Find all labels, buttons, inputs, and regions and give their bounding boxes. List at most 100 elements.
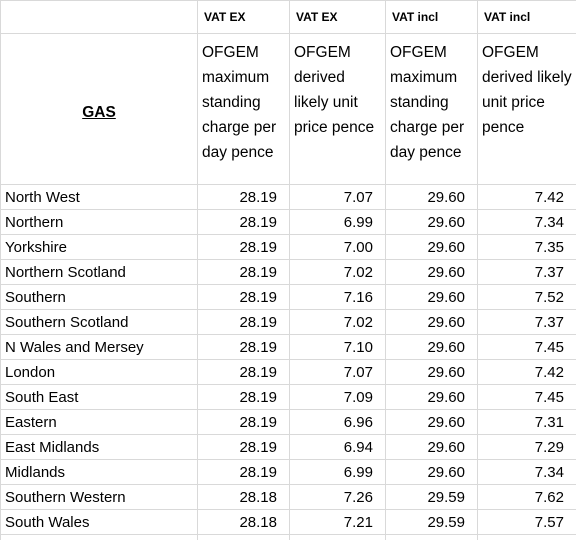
value-cell: 29.60 (385, 259, 478, 285)
value-cell: 28.19 (197, 209, 290, 235)
data-row: Southern Western 28.18 7.26 29.59 7.62 (0, 484, 576, 510)
data-row: South East 28.19 7.09 29.60 7.45 (0, 384, 576, 410)
value-cell: 28.18 (197, 484, 290, 510)
value-cell: 28.19 (197, 384, 290, 410)
data-row: Southern 28.19 7.16 29.60 7.52 (0, 284, 576, 310)
value-cell: 29.60 (385, 184, 478, 210)
value-cell: 28.19 (197, 284, 290, 310)
data-row: Southern Scotland 28.19 7.02 29.60 7.37 (0, 309, 576, 335)
region-name: London (0, 359, 198, 385)
data-row: Eastern 28.19 6.96 29.60 7.31 (0, 409, 576, 435)
value-cell: 7.62 (477, 484, 576, 510)
data-row: Yorkshire 28.19 7.00 29.60 7.35 (0, 234, 576, 260)
empty-cell (385, 534, 478, 540)
heading-row: GAS OFGEM maximum standing charge per day… (0, 33, 576, 185)
region-name: Midlands (0, 459, 198, 485)
value-cell: 6.99 (289, 209, 386, 235)
region-name: East Midlands (0, 434, 198, 460)
region-name: South Wales (0, 509, 198, 535)
vat-label: VAT incl (385, 0, 478, 34)
value-cell: 7.45 (477, 334, 576, 360)
value-cell: 7.34 (477, 459, 576, 485)
value-cell: 7.37 (477, 309, 576, 335)
data-row: Midlands 28.19 6.99 29.60 7.34 (0, 459, 576, 485)
empty-cell (0, 534, 198, 540)
value-cell: 29.60 (385, 234, 478, 260)
data-row: Northern Scotland 28.19 7.02 29.60 7.37 (0, 259, 576, 285)
value-cell: 7.37 (477, 259, 576, 285)
column-heading: OFGEM maximum standing charge per day pe… (197, 33, 290, 185)
value-cell: 7.21 (289, 509, 386, 535)
vat-label: VAT EX (197, 0, 290, 34)
vat-label: VAT incl (477, 0, 576, 34)
value-cell: 7.34 (477, 209, 576, 235)
value-cell: 7.07 (289, 184, 386, 210)
value-cell: 7.31 (477, 409, 576, 435)
empty-cell (477, 534, 576, 540)
value-cell: 29.60 (385, 384, 478, 410)
value-cell: 28.19 (197, 434, 290, 460)
region-name: Northern Scotland (0, 259, 198, 285)
value-cell: 28.18 (197, 509, 290, 535)
region-name: South East (0, 384, 198, 410)
value-cell: 29.60 (385, 434, 478, 460)
region-name: Yorkshire (0, 234, 198, 260)
value-cell: 29.59 (385, 509, 478, 535)
value-cell: 7.42 (477, 184, 576, 210)
value-cell: 7.42 (477, 359, 576, 385)
vat-row: VAT EX VAT EX VAT incl VAT incl (0, 0, 576, 34)
value-cell: 7.35 (477, 234, 576, 260)
value-cell: 7.29 (477, 434, 576, 460)
column-heading: OFGEM derived likely unit price pence (289, 33, 386, 185)
value-cell: 6.94 (289, 434, 386, 460)
value-cell: 29.60 (385, 284, 478, 310)
empty-cell (0, 0, 198, 34)
value-cell: 7.00 (289, 234, 386, 260)
value-cell: 7.07 (289, 359, 386, 385)
data-row: Northern 28.19 6.99 29.60 7.34 (0, 209, 576, 235)
value-cell: 28.19 (197, 359, 290, 385)
value-cell: 7.45 (477, 384, 576, 410)
column-heading: OFGEM derived likely unit price pence (477, 33, 576, 185)
data-row: East Midlands 28.19 6.94 29.60 7.29 (0, 434, 576, 460)
value-cell: 7.09 (289, 384, 386, 410)
value-cell: 28.19 (197, 184, 290, 210)
corner-label: GAS (0, 33, 198, 185)
empty-cell (197, 534, 290, 540)
value-cell: 29.60 (385, 309, 478, 335)
value-cell: 29.59 (385, 484, 478, 510)
region-name: Southern Scotland (0, 309, 198, 335)
value-cell: 28.19 (197, 234, 290, 260)
region-name: Southern Western (0, 484, 198, 510)
data-row: London 28.19 7.07 29.60 7.42 (0, 359, 576, 385)
region-name: North West (0, 184, 198, 210)
value-cell: 29.60 (385, 459, 478, 485)
value-cell: 7.26 (289, 484, 386, 510)
value-cell: 7.10 (289, 334, 386, 360)
data-row: N Wales and Mersey 28.19 7.10 29.60 7.45 (0, 334, 576, 360)
vat-label: VAT EX (289, 0, 386, 34)
value-cell: 7.02 (289, 259, 386, 285)
value-cell: 28.19 (197, 409, 290, 435)
value-cell: 28.19 (197, 259, 290, 285)
value-cell: 29.60 (385, 209, 478, 235)
value-cell: 29.60 (385, 359, 478, 385)
region-name: Southern (0, 284, 198, 310)
value-cell: 28.19 (197, 309, 290, 335)
value-cell: 7.02 (289, 309, 386, 335)
value-cell: 6.99 (289, 459, 386, 485)
value-cell: 29.60 (385, 334, 478, 360)
value-cell: 28.19 (197, 459, 290, 485)
value-cell: 28.19 (197, 334, 290, 360)
blank-row (0, 534, 576, 540)
value-cell: 6.96 (289, 409, 386, 435)
column-heading: OFGEM maximum standing charge per day pe… (385, 33, 478, 185)
value-cell: 7.16 (289, 284, 386, 310)
empty-cell (289, 534, 386, 540)
data-row: North West 28.19 7.07 29.60 7.42 (0, 184, 576, 210)
value-cell: 7.52 (477, 284, 576, 310)
region-name: Northern (0, 209, 198, 235)
